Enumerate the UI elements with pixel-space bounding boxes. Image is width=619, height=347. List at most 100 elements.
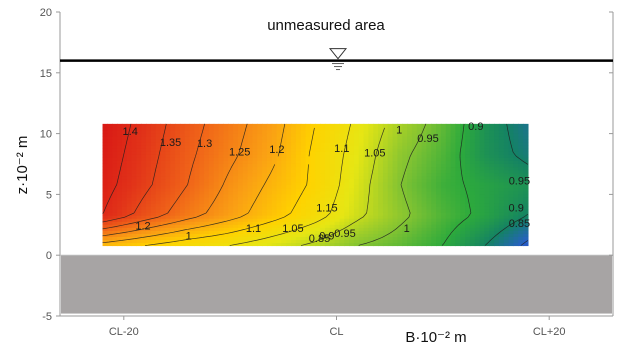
- heatmap-cell: [131, 139, 137, 143]
- heatmap-cell: [494, 151, 500, 155]
- heatmap-cell: [252, 178, 258, 183]
- heatmap-cell: [397, 126, 403, 131]
- heatmap-cell: [295, 202, 302, 207]
- heatmap-cell: [339, 196, 345, 201]
- heatmap-cell: [117, 208, 123, 213]
- heatmap-cell: [465, 126, 471, 131]
- heatmap-cell: [247, 236, 253, 240]
- heatmap-cell: [469, 136, 476, 140]
- heatmap-cell: [416, 175, 423, 180]
- heatmap-cell: [310, 169, 316, 174]
- heatmap-cell: [382, 236, 389, 240]
- heatmap-cell: [363, 196, 369, 201]
- heatmap-cell: [416, 208, 423, 213]
- heatmap-cell: [358, 169, 365, 174]
- heatmap-cell: [426, 129, 432, 134]
- heatmap-cell: [189, 236, 195, 240]
- heatmap-cell: [208, 208, 215, 213]
- heatmap-cell: [421, 202, 428, 207]
- heatmap-cell: [431, 190, 437, 195]
- heatmap-cell: [440, 233, 447, 237]
- heatmap-cell: [508, 208, 515, 213]
- heatmap-cell: [237, 181, 244, 186]
- heatmap-cell: [450, 233, 457, 237]
- heatmap-cell: [184, 233, 191, 237]
- heatmap-cell: [315, 205, 321, 210]
- heatmap-cell: [344, 215, 350, 219]
- heatmap-cell: [397, 193, 403, 198]
- heatmap-cell: [194, 221, 200, 225]
- heatmap-cell: [402, 190, 408, 195]
- heatmap-cell: [102, 132, 108, 137]
- heatmap-cell: [320, 208, 326, 213]
- heatmap-cell: [179, 178, 186, 183]
- heatmap-cell: [146, 172, 152, 177]
- heatmap-cell: [276, 126, 282, 131]
- heatmap-cell: [170, 187, 176, 192]
- heatmap-cell: [305, 199, 311, 204]
- heatmap-cell: [276, 221, 282, 225]
- heatmap-cell: [160, 126, 166, 131]
- heatmap-cell: [266, 218, 273, 222]
- heatmap-cell: [358, 178, 365, 183]
- heatmap-cell: [126, 163, 133, 168]
- heatmap-cell: [136, 175, 142, 180]
- heatmap-cell: [460, 157, 466, 161]
- heatmap-cell: [305, 205, 311, 210]
- heatmap-cell: [474, 190, 481, 195]
- heatmap-cell: [295, 136, 302, 140]
- heatmap-cell: [175, 178, 181, 183]
- heatmap-cell: [518, 212, 524, 216]
- heatmap-cell: [320, 212, 326, 216]
- heatmap-cell: [498, 242, 505, 247]
- heatmap-cell: [170, 172, 176, 177]
- heatmap-cell: [484, 218, 490, 222]
- heatmap-cell: [334, 160, 340, 164]
- heatmap-cell: [281, 230, 287, 234]
- heatmap-cell: [242, 233, 249, 237]
- heatmap-cell: [155, 199, 162, 204]
- heatmap-cell: [223, 215, 229, 219]
- heatmap-cell: [320, 239, 326, 244]
- heatmap-cell: [382, 218, 389, 222]
- heatmap-cell: [117, 126, 123, 131]
- heatmap-cell: [339, 218, 345, 222]
- heatmap-cell: [107, 123, 113, 128]
- contour-line: [102, 123, 248, 237]
- heatmap-cell: [266, 166, 273, 171]
- heatmap-cell: [150, 142, 157, 146]
- heatmap-cell: [503, 172, 510, 177]
- heatmap-cell: [160, 215, 166, 219]
- heatmap-cell: [479, 193, 486, 198]
- heatmap-cell: [257, 175, 263, 180]
- heatmap-cell: [402, 193, 408, 198]
- contour-label: 1.15: [316, 202, 337, 214]
- heatmap-cell: [146, 208, 152, 213]
- heatmap-cell: [426, 142, 432, 146]
- heatmap-cell: [523, 123, 529, 128]
- heatmap-cell: [489, 151, 495, 155]
- heatmap-cell: [407, 227, 413, 231]
- heatmap-cell: [126, 242, 133, 247]
- heatmap-cell: [286, 236, 292, 240]
- heatmap-cell: [440, 236, 447, 240]
- heatmap-cell: [189, 178, 195, 183]
- heatmap-cell: [150, 136, 157, 140]
- heatmap-cell: [126, 215, 133, 219]
- heatmap-cell: [436, 160, 442, 164]
- heatmap-cell: [349, 181, 355, 186]
- heatmap-cell: [484, 190, 490, 195]
- heatmap-cell: [387, 148, 394, 152]
- heatmap-cell: [155, 193, 162, 198]
- heatmap-cell: [305, 224, 311, 228]
- heatmap-cell: [184, 151, 191, 155]
- heatmap-cell: [160, 181, 166, 186]
- heatmap-cell: [484, 193, 490, 198]
- heatmap-cell: [344, 242, 350, 247]
- heatmap-cell: [315, 242, 321, 247]
- heatmap-cell: [484, 227, 490, 231]
- heatmap-cell: [233, 212, 239, 216]
- heatmap-cell: [126, 148, 133, 152]
- heatmap-cell: [416, 224, 423, 228]
- heatmap-cell: [440, 172, 447, 177]
